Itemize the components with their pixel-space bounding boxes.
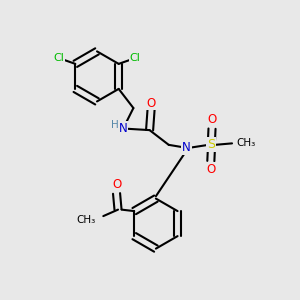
Text: Cl: Cl [54,53,64,63]
Text: N: N [182,141,191,154]
Text: O: O [207,113,217,126]
Text: O: O [206,164,215,176]
Text: N: N [119,122,128,135]
Text: O: O [146,97,156,110]
Text: H: H [111,120,119,130]
Text: O: O [112,178,121,191]
Text: S: S [207,138,215,151]
Text: Cl: Cl [129,53,140,63]
Text: CH₃: CH₃ [236,138,256,148]
Text: CH₃: CH₃ [77,215,96,225]
